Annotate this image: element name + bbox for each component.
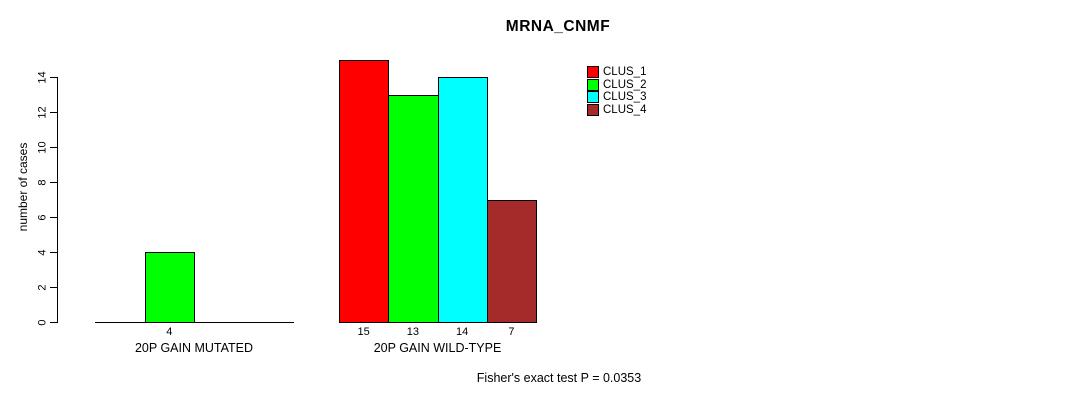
bar-clus_1 <box>339 59 390 323</box>
y-axis-tick-label: 6 <box>36 213 49 221</box>
legend-swatch-clus_4 <box>587 103 599 116</box>
legend-label: CLUS_4 <box>603 103 647 116</box>
bar-value-label: 4 <box>166 326 173 338</box>
bar-value-label: 13 <box>406 326 419 338</box>
bar-value-label: 7 <box>508 326 515 338</box>
y-axis-tick-label: 10 <box>36 140 49 154</box>
y-axis-tick-label: 0 <box>36 318 49 326</box>
legend-label: CLUS_2 <box>603 78 647 91</box>
group-label-1: 20P GAIN MUTATED <box>134 341 254 355</box>
y-axis-tick <box>50 112 57 113</box>
y-axis-tick-label: 14 <box>36 70 49 84</box>
y-axis-tick <box>50 217 57 218</box>
y-axis-label: number of cases <box>16 142 30 232</box>
y-axis-tick <box>50 147 57 148</box>
legend-swatch-clus_2 <box>587 78 599 91</box>
y-axis-tick-label: 12 <box>36 105 49 119</box>
bar-clus_4 <box>486 199 537 323</box>
legend-item-clus_2: CLUS_2 <box>587 79 646 92</box>
chart-title: MRNA_CNMF <box>505 18 611 35</box>
fisher-test-annotation: Fisher's exact test P = 0.0353 <box>476 371 642 385</box>
legend-label: CLUS_3 <box>603 91 647 103</box>
bar-clus_2 <box>144 252 195 323</box>
bar-value-label: 14 <box>456 326 469 338</box>
group-label-2: 20P GAIN WILD-TYPE <box>373 341 502 355</box>
bar-value-label: 15 <box>357 326 370 338</box>
legend-item-clus_1: CLUS_1 <box>587 66 646 79</box>
legend: CLUS_1 CLUS_2 CLUS_3 CLUS_4 <box>587 66 646 116</box>
y-axis-tick <box>50 182 57 183</box>
y-axis-tick-label: 8 <box>36 178 49 186</box>
y-axis-tick <box>50 287 57 288</box>
legend-swatch-clus_3 <box>587 91 599 104</box>
legend-item-clus_3: CLUS_3 <box>587 91 646 104</box>
y-axis-line <box>57 77 58 323</box>
y-axis-tick <box>50 322 57 323</box>
y-axis-tick <box>50 77 57 78</box>
legend-swatch-clus_1 <box>587 66 599 79</box>
legend-item-clus_4: CLUS_4 <box>587 104 646 117</box>
y-axis-tick-label: 2 <box>36 283 49 291</box>
legend-label: CLUS_1 <box>603 66 647 78</box>
y-axis-tick <box>50 252 57 253</box>
bar-clus_2 <box>388 94 439 323</box>
bar-clus_3 <box>437 77 488 323</box>
y-axis-tick-label: 4 <box>36 248 49 256</box>
